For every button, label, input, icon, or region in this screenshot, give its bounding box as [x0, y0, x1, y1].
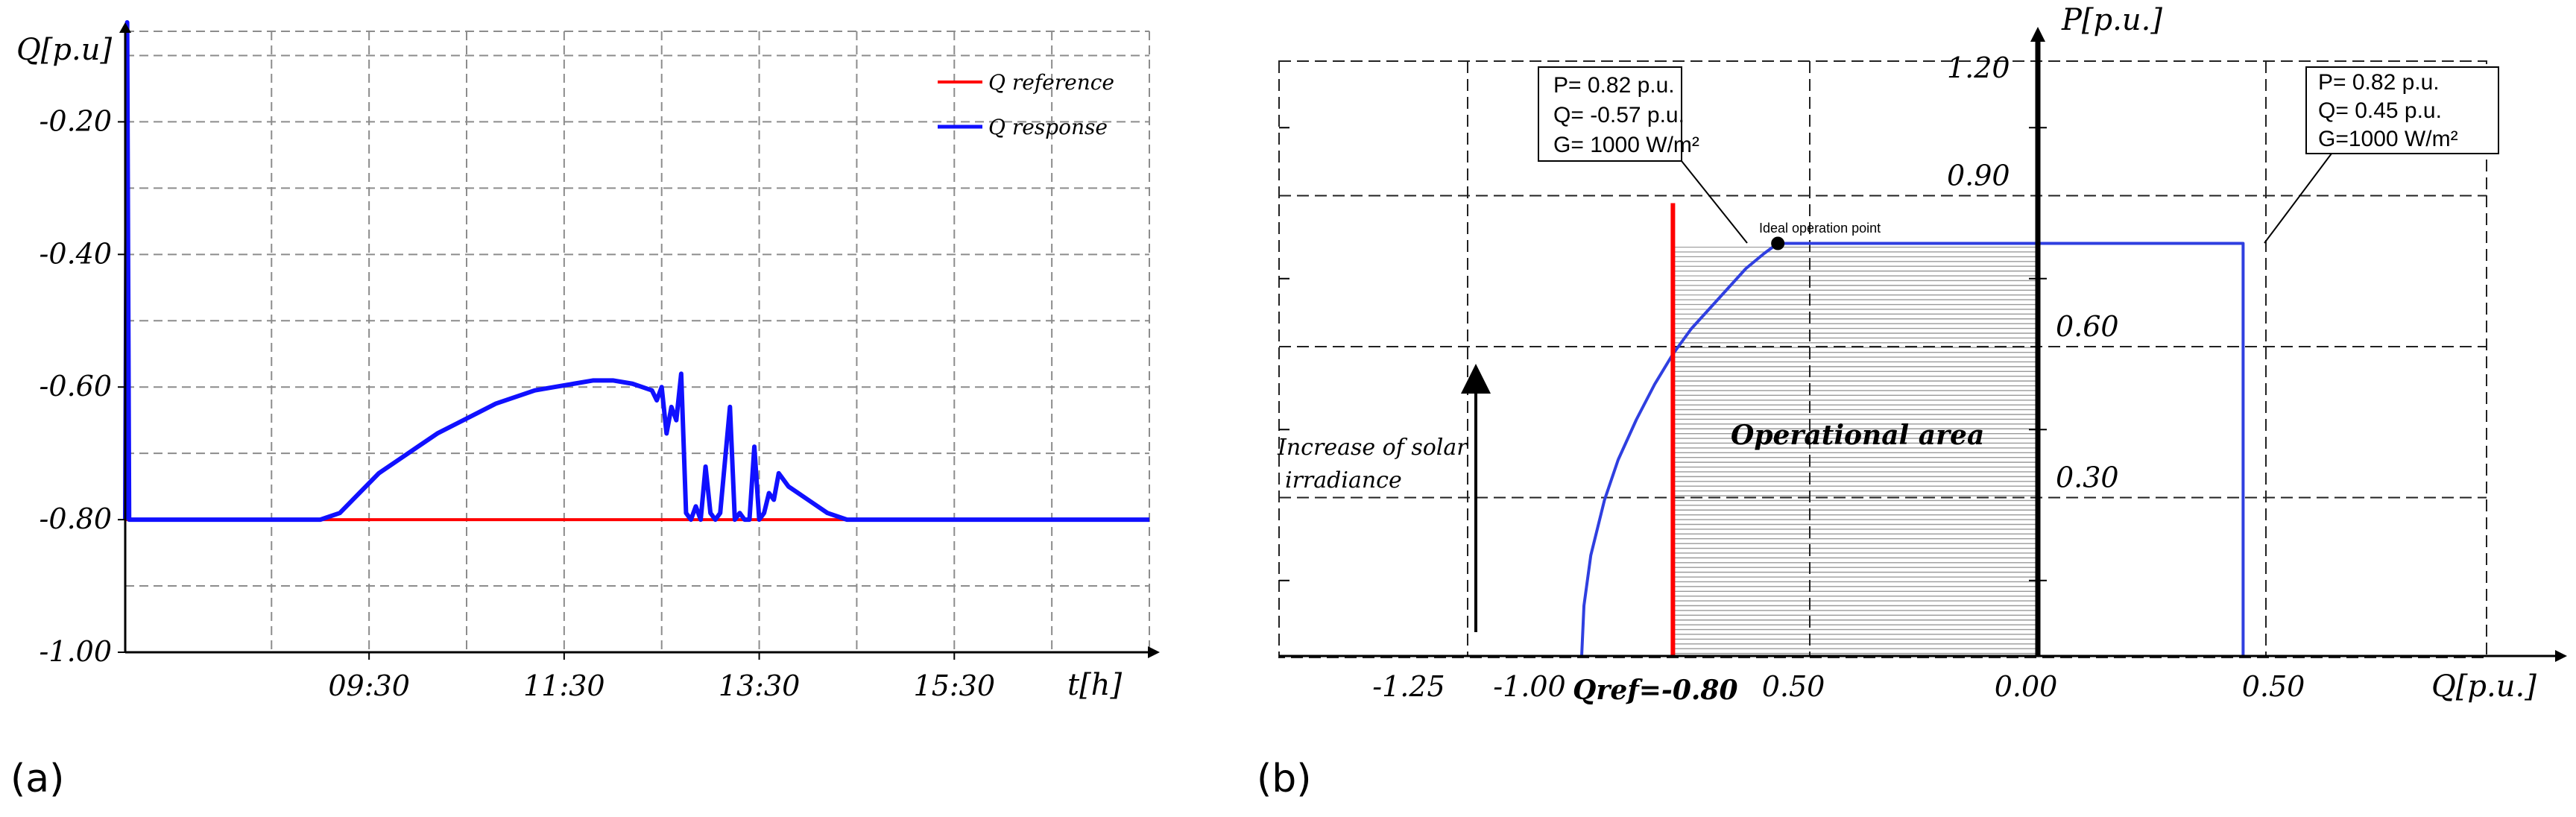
- y-tick-label: 1.20: [1947, 51, 2010, 84]
- y-tick-label: -0.40: [40, 237, 112, 270]
- irradiance-label-line-2: irradiance: [1285, 467, 1402, 493]
- chart-a-x-axis-arrow: [1148, 646, 1160, 658]
- chart-b-x-axis-arrow: [2555, 650, 2567, 662]
- series-line-capability-curve: [1580, 242, 1779, 656]
- left-annotation-box: P= 0.82 p.u. Q= -0.57 p.u. G= 1000 W/m²: [1538, 66, 1699, 162]
- right-annotation-q: Q= 0.45 p.u.: [2318, 98, 2442, 123]
- x-tick-label: 0.50: [1762, 670, 1825, 703]
- chart-b-points: [1771, 236, 1785, 250]
- irradiance-label-line-1: Increase of solar: [1277, 435, 1468, 461]
- right-annotation-p: P= 0.82 p.u.: [2318, 70, 2440, 95]
- y-tick-label: 0.30: [2056, 461, 2119, 494]
- y-tick-label: -1.00: [40, 635, 112, 668]
- y-tick-label: -0.20: [40, 104, 112, 137]
- chart-b: 0.30 0.60 0.90 1.20 -1.25 -1.00 0.50 0.00 0.50 P…: [1257, 3, 2567, 801]
- left-annotation-border: [1538, 66, 1682, 162]
- chart-a-ticks: -1.00 -0.80 -0.60 -0.40 -0.20 09:30 11:30 13:30…: [40, 104, 995, 702]
- ideal-operation-point: [1771, 236, 1785, 250]
- x-tick-label: 0.00: [1995, 670, 2058, 703]
- chart-b-y-axis-arrow: [2030, 27, 2045, 42]
- x-tick-label: -1.00: [1493, 670, 1565, 703]
- chart-b-ticks: 0.30 0.60 0.90 1.20 -1.25 -1.00 0.50 0.00 0.50: [1279, 51, 2305, 703]
- chart-b-xlabel: Q[p.u.]: [2431, 669, 2536, 704]
- x-tick-label: 09:30: [328, 669, 410, 702]
- chart-a-xlabel: t[h]: [1067, 668, 1122, 702]
- right-annotation-border: [2305, 66, 2499, 154]
- x-tick-label: -1.25: [1372, 670, 1445, 703]
- panel-label-b: (b): [1257, 757, 1312, 801]
- operational-area-label: Operational area: [1731, 420, 1984, 451]
- panel-label-a: (a): [10, 757, 64, 801]
- chart-a-y-axis-arrow: [119, 22, 131, 33]
- right-annotation-box: P= 0.82 p.u. Q= 0.45 p.u. G=1000 W/m²: [2305, 66, 2499, 154]
- ideal-point-label: Ideal operation point: [1759, 221, 1881, 236]
- left-annotation-q: Q= -0.57 p.u.: [1553, 103, 1685, 127]
- left-annotation-p: P= 0.82 p.u.: [1553, 73, 1675, 98]
- right-annotation-g: G=1000 W/m²: [2318, 127, 2458, 151]
- x-tick-label: 13:30: [719, 669, 801, 702]
- series-line-q-response: [123, 20, 1149, 523]
- chart-a-legend: Q reference Q response: [938, 70, 1114, 139]
- y-tick-label: -0.60: [40, 370, 112, 403]
- chart-a-series: [123, 20, 1149, 523]
- chart-b-grid: [1278, 60, 2487, 658]
- y-tick-label: -0.80: [40, 502, 112, 535]
- x-tick-label: 11:30: [523, 669, 605, 702]
- operational-area-hatch: [1673, 246, 2038, 654]
- left-annotation-g: G= 1000 W/m²: [1553, 133, 1699, 157]
- y-tick-label: 0.90: [1947, 160, 2010, 192]
- chart-a: -1.00 -0.80 -0.60 -0.40 -0.20 09:30 11:30 13:30…: [10, 20, 1160, 801]
- x-tick-label: 15:30: [914, 669, 996, 702]
- left-annotation-leader: [1681, 160, 1748, 244]
- chart-b-ylabel: P[p.u.]: [2061, 3, 2162, 37]
- legend-label-q-response: Q response: [988, 115, 1108, 139]
- chart-b-grid-border: [1278, 60, 2487, 658]
- chart-b-series: [1580, 203, 2245, 656]
- x-tick-label: 0.50: [2242, 670, 2305, 703]
- right-annotation-leader: [2264, 153, 2332, 244]
- legend-label-q-reference: Q reference: [988, 70, 1114, 95]
- series-line-p-limit: [1778, 242, 2245, 656]
- y-tick-label: 0.60: [2056, 310, 2119, 343]
- chart-a-ylabel: Q[p.u]: [16, 33, 112, 67]
- qref-label: Qref=-0.80: [1573, 675, 1738, 706]
